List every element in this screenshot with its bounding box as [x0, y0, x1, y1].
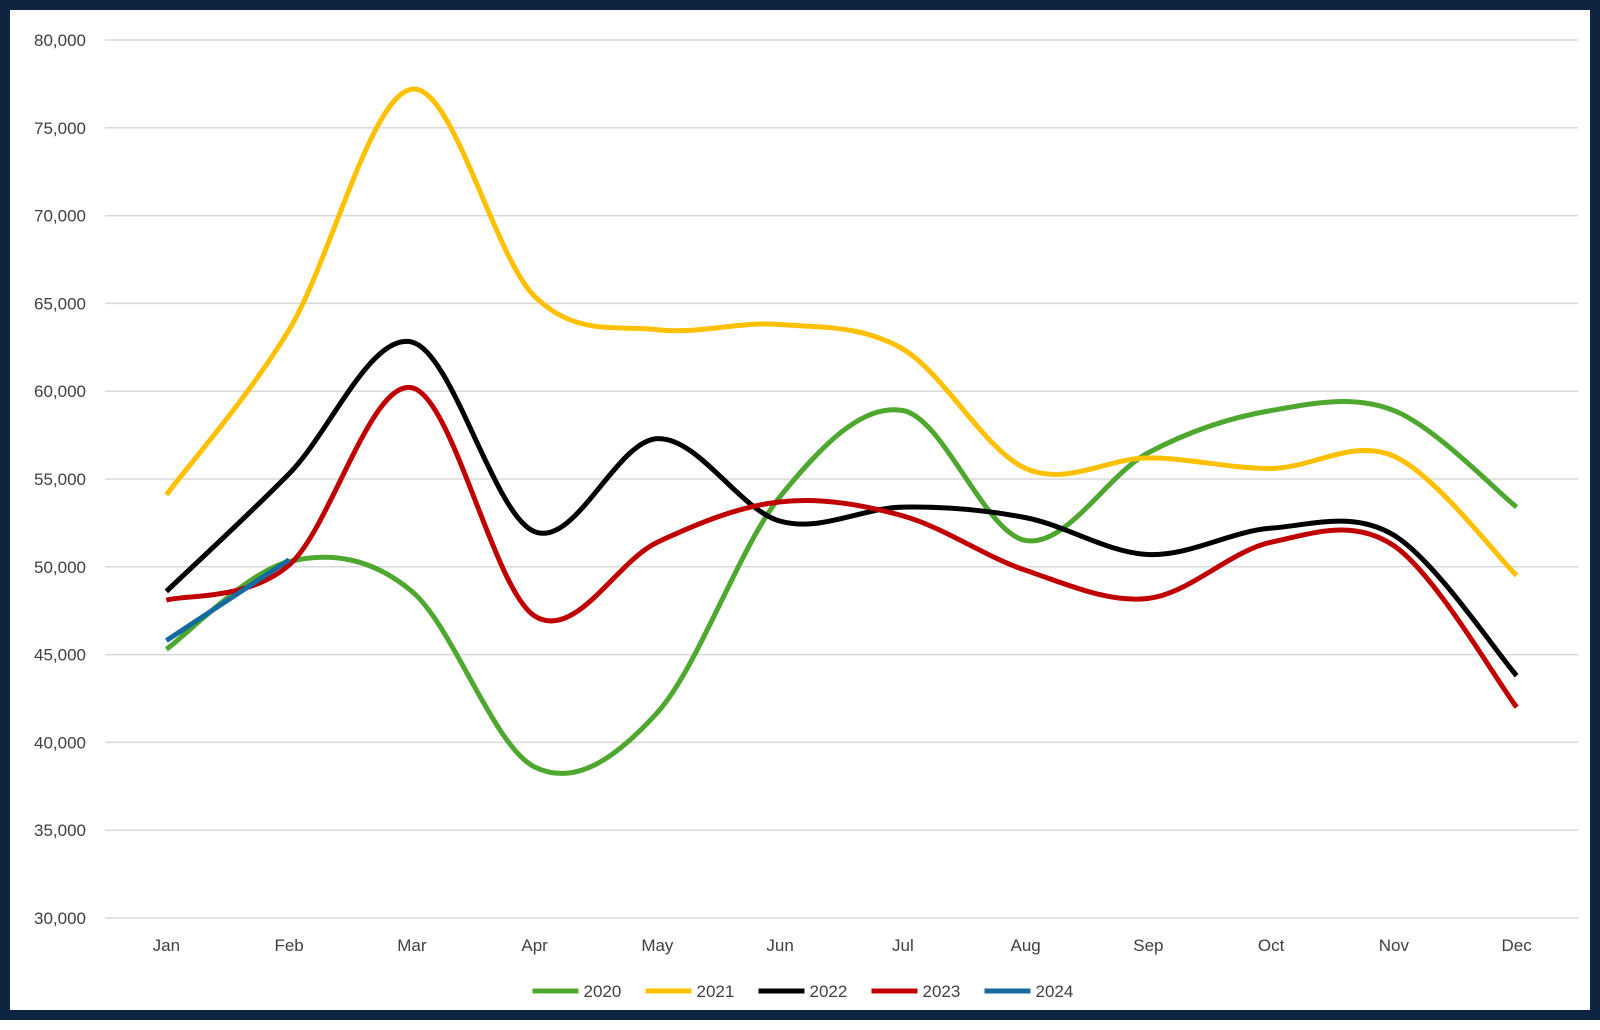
y-tick-label: 70,000 — [34, 207, 86, 226]
legend-label-2021: 2021 — [697, 982, 735, 1001]
x-tick-label: Dec — [1502, 936, 1533, 955]
line-chart: 30,000 35,000 40,000 45,000 50,000 55,000 60,0… — [34, 31, 1578, 1001]
series-line-2021 — [164, 86, 1519, 578]
y-tick-label: 60,000 — [34, 382, 86, 401]
y-tick-label: 80,000 — [34, 31, 86, 50]
x-axis-tick-labels: Jan Feb Mar Apr May Jun Jul Aug Sep Oct Nov Dec — [153, 936, 1533, 955]
legend-label-2020: 2020 — [584, 982, 622, 1001]
legend: 2020 2021 2022 2023 2024 — [532, 982, 1074, 1001]
legend-label-2023: 2023 — [923, 982, 961, 1001]
series-line-2023 — [165, 385, 1519, 709]
x-tick-label: Sep — [1133, 936, 1163, 955]
series-line-2024 — [165, 557, 291, 643]
x-tick-label: Aug — [1011, 936, 1041, 955]
y-tick-label: 40,000 — [34, 733, 86, 752]
x-tick-label: Nov — [1379, 936, 1410, 955]
x-tick-label: Apr — [521, 936, 548, 955]
x-tick-label: Jul — [892, 936, 914, 955]
series-lines — [164, 86, 1519, 776]
y-tick-label: 55,000 — [34, 470, 86, 489]
y-tick-label: 50,000 — [34, 558, 86, 577]
y-tick-label: 45,000 — [34, 646, 86, 665]
y-tick-label: 35,000 — [34, 821, 86, 840]
series-line-2022 — [164, 339, 1519, 678]
gridlines — [105, 39, 1578, 919]
x-tick-label: Oct — [1258, 936, 1285, 955]
legend-label-2022: 2022 — [810, 982, 848, 1001]
x-tick-label: May — [641, 936, 674, 955]
y-axis-tick-labels: 30,000 35,000 40,000 45,000 50,000 55,000 60,0… — [34, 31, 86, 928]
series-line-2020 — [164, 399, 1519, 776]
legend-label-2024: 2024 — [1036, 982, 1074, 1001]
y-tick-label: 30,000 — [34, 909, 86, 928]
y-tick-label: 75,000 — [34, 119, 86, 138]
y-tick-label: 65,000 — [34, 294, 86, 313]
x-tick-label: Mar — [397, 936, 427, 955]
x-tick-label: Jan — [153, 936, 180, 955]
x-tick-label: Jun — [766, 936, 793, 955]
x-tick-label: Feb — [274, 936, 303, 955]
